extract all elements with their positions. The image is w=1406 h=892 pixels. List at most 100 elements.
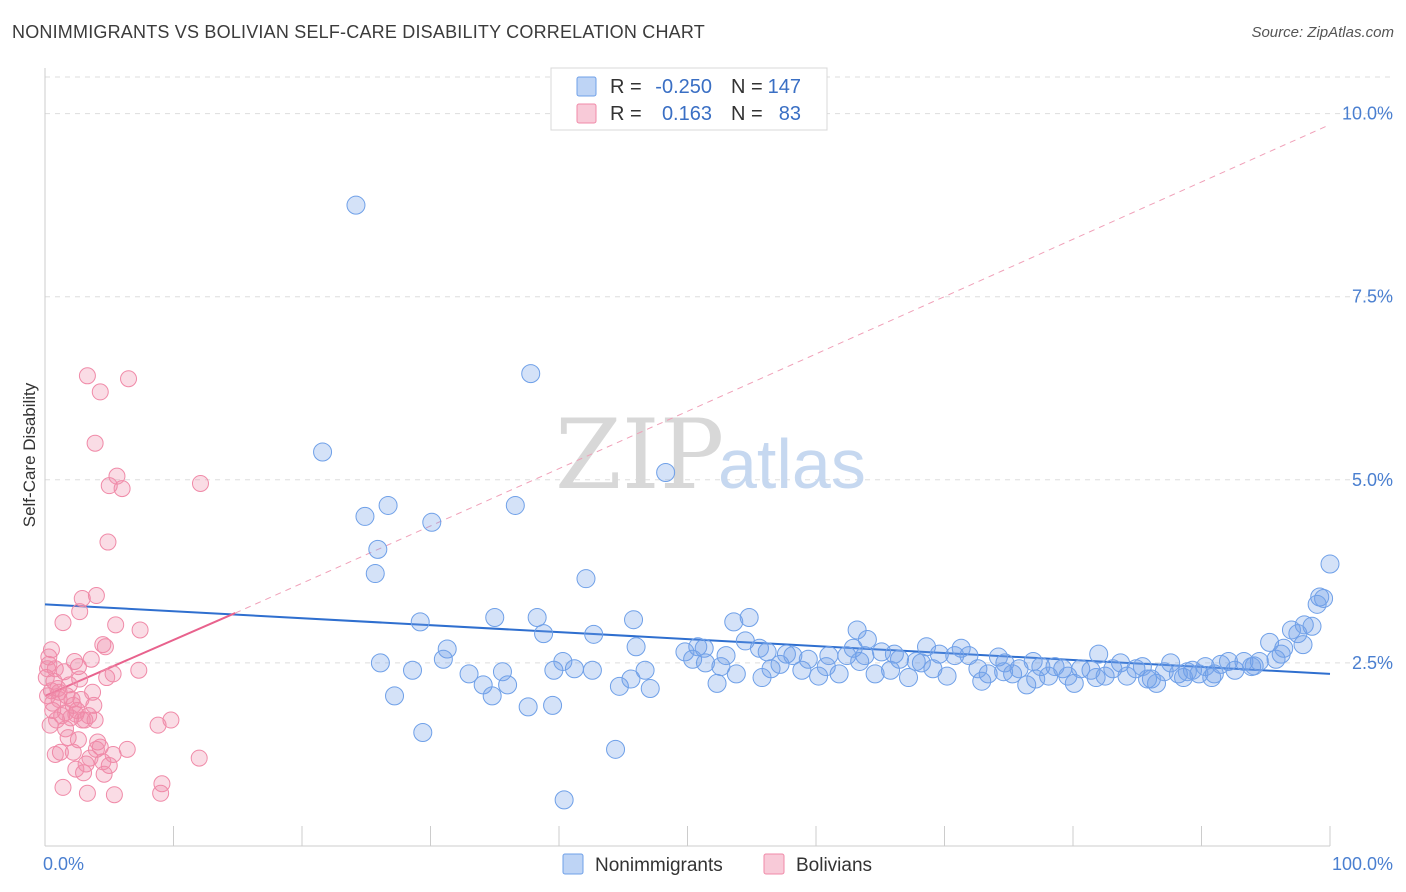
data-point: [1026, 669, 1046, 689]
data-point: [1271, 644, 1291, 664]
data-point: [403, 660, 423, 680]
data-point: [798, 649, 818, 669]
legend-r-value: 0.163: [662, 103, 712, 125]
data-point: [656, 462, 676, 482]
data-point: [69, 658, 87, 676]
data-point: [78, 784, 96, 802]
data-point: [113, 480, 131, 498]
data-point: [1204, 664, 1224, 684]
data-point: [71, 670, 89, 688]
bottom-legend-swatch-nonimmigrants: [562, 853, 584, 875]
data-point: [82, 650, 100, 668]
data-point: [153, 775, 171, 793]
data-point: [951, 638, 971, 658]
data-point: [1266, 649, 1286, 669]
data-point: [91, 738, 109, 756]
data-point: [724, 612, 744, 632]
data-point: [899, 668, 919, 688]
data-point: [378, 495, 398, 515]
data-point: [1045, 657, 1065, 677]
tick-labels: 2.5% 5.0% 7.5% 10.0% 0.0% 100.0%: [43, 104, 1393, 874]
data-point: [355, 506, 375, 526]
data-point: [75, 764, 93, 782]
y-tick-label: 5.0%: [1352, 470, 1393, 490]
data-point: [131, 621, 149, 639]
data-point: [945, 646, 965, 666]
data-point: [978, 664, 998, 684]
data-point: [543, 695, 563, 715]
data-point: [73, 711, 91, 729]
data-point: [1281, 620, 1301, 640]
data-point: [783, 646, 803, 666]
data-point: [100, 477, 118, 495]
source-note: Source: ZipAtlas.com: [1251, 24, 1394, 41]
trend-line-bolivians-extension: [234, 124, 1331, 614]
data-point: [1031, 657, 1051, 677]
data-point: [1211, 654, 1231, 674]
data-point: [95, 765, 113, 783]
bottom-legend-label-bolivians: Bolivians: [796, 855, 872, 876]
x-tick-label: 100.0%: [1332, 854, 1393, 874]
data-point: [726, 664, 746, 684]
data-point: [107, 616, 125, 634]
data-point: [64, 743, 82, 761]
data-point: [422, 512, 442, 532]
data-point: [1293, 635, 1313, 655]
data-point: [606, 739, 626, 759]
data-point: [73, 589, 91, 607]
data-point: [534, 624, 554, 644]
data-point: [739, 607, 759, 627]
bottom-legend-swatch-bolivians: [763, 853, 785, 875]
data-point: [54, 614, 72, 632]
data-point: [67, 760, 85, 778]
data-point: [683, 649, 703, 669]
data-point: [688, 637, 708, 657]
data-point: [1161, 653, 1181, 673]
legend-n-value: 83: [779, 103, 801, 125]
data-point: [584, 624, 604, 644]
legend-box: [550, 67, 828, 131]
data-point: [640, 679, 660, 699]
data-point: [847, 620, 867, 640]
data-point: [1320, 554, 1340, 574]
data-point: [776, 644, 796, 664]
bottom-legend-label-nonimmigrants: Nonimmigrants: [595, 855, 723, 876]
data-point: [576, 569, 596, 589]
data-point: [149, 716, 167, 734]
data-point: [1177, 662, 1197, 682]
data-point: [130, 661, 148, 679]
data-point: [50, 691, 68, 709]
data-point: [582, 660, 602, 680]
legend: R = -0.250 N = 147 R = 0.163 N = 83: [550, 67, 828, 131]
data-point: [118, 740, 136, 758]
data-point: [94, 636, 112, 654]
data-point: [99, 533, 117, 551]
data-point: [190, 749, 208, 767]
y-axis-label: Self-Care Disability: [20, 382, 39, 527]
data-point: [60, 676, 78, 694]
data-point: [972, 671, 992, 691]
data-point: [711, 657, 731, 677]
data-point: [57, 720, 75, 738]
data-point: [521, 364, 541, 384]
data-point: [346, 195, 366, 215]
data-point: [120, 370, 138, 388]
data-point: [707, 673, 727, 693]
data-point: [792, 660, 812, 680]
data-point: [554, 790, 574, 810]
data-point: [67, 705, 85, 723]
data-point: [370, 653, 390, 673]
watermark: ZIP atlas: [555, 399, 866, 511]
data-point: [69, 731, 87, 749]
data-point: [410, 612, 430, 632]
data-point: [716, 646, 736, 666]
data-point: [1260, 632, 1280, 652]
data-point: [1147, 673, 1167, 693]
legend-n-value: 147: [768, 76, 801, 98]
bottom-legend: Nonimmigrants Bolivians: [562, 853, 872, 876]
data-point: [626, 637, 646, 657]
data-point: [485, 607, 505, 627]
legend-r-label: R =: [610, 103, 642, 125]
data-point: [162, 711, 180, 729]
data-point: [1294, 615, 1314, 635]
